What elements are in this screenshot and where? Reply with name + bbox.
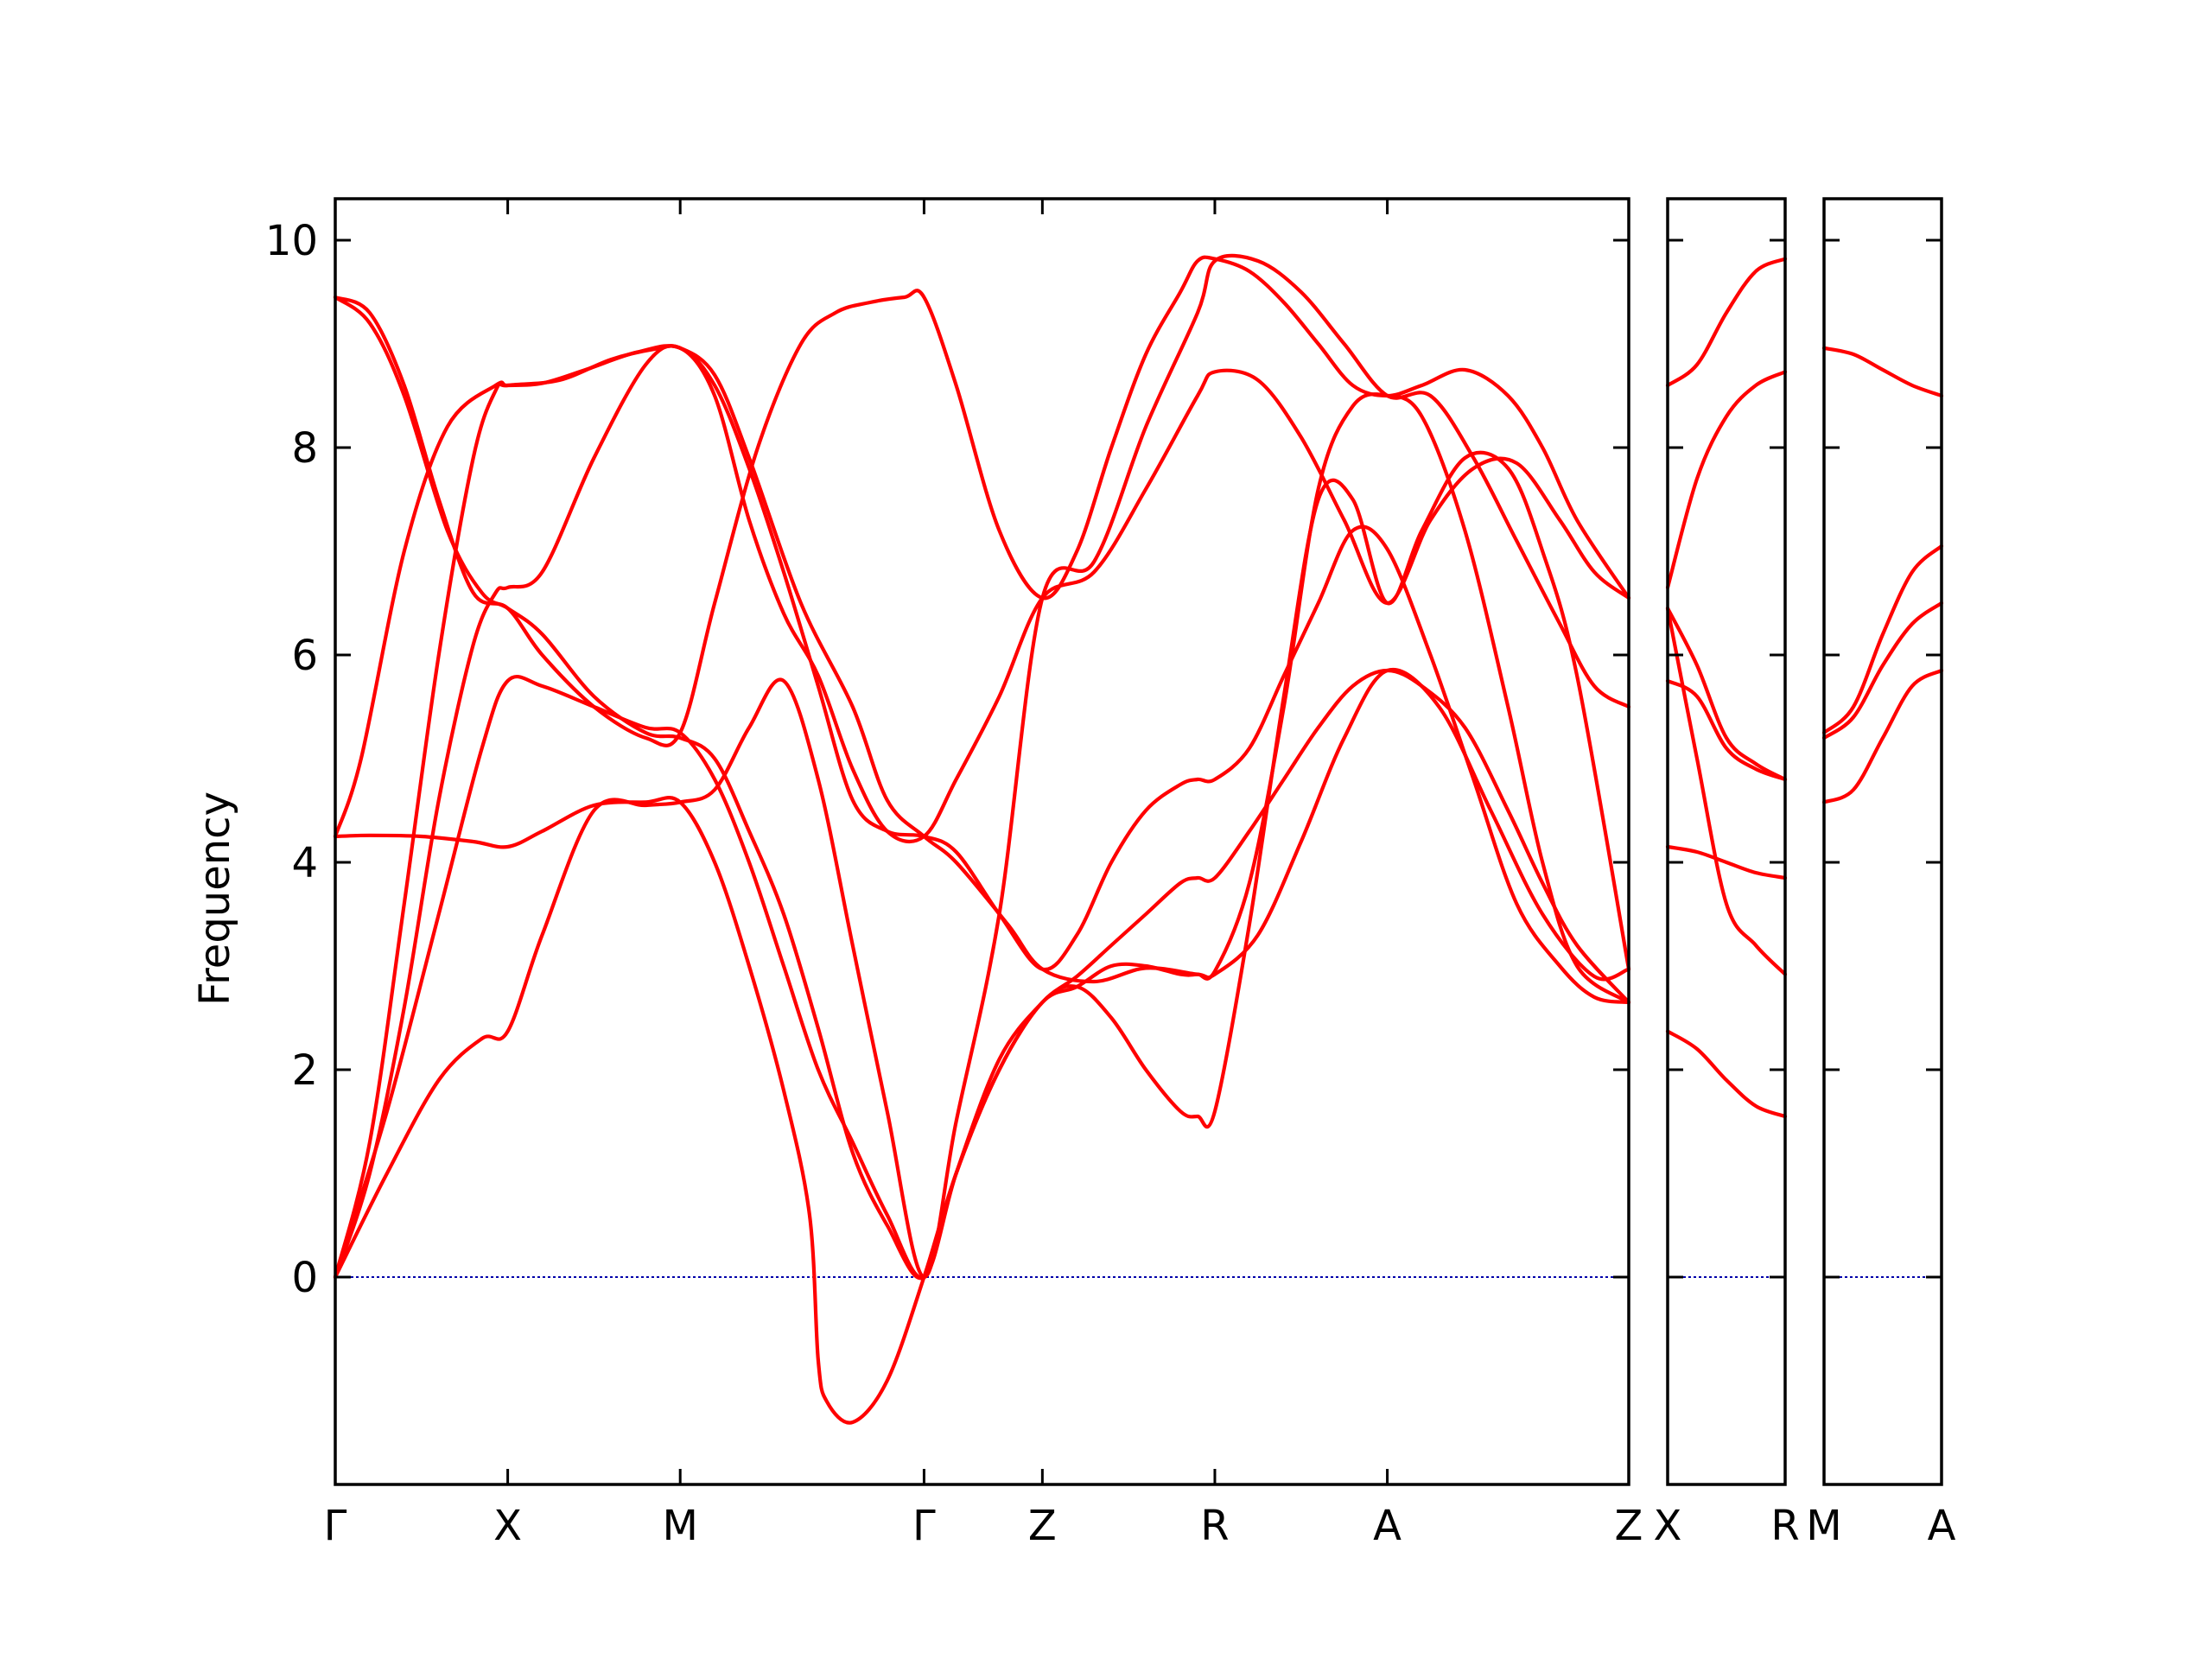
x-tick-label-1-7: A <box>1373 1502 1402 1550</box>
band-line-panel-1-4 <box>333 392 1631 1425</box>
band-line-panel-1-7 <box>333 668 1631 1280</box>
y-tick-label-1: 0 <box>291 1254 318 1302</box>
band-line-panel-2-3 <box>1665 606 1788 782</box>
y-tick-label-6: 10 <box>265 217 318 265</box>
x-tick-label-1-3: M <box>662 1502 697 1550</box>
band-line-panel-1-8 <box>333 255 1631 747</box>
x-tick-label-3-2: A <box>1928 1502 1956 1550</box>
panel-frame-3 <box>1822 197 1943 1486</box>
panel-frame-2 <box>1666 197 1787 1486</box>
x-tick-label-1-4: Γ <box>912 1502 936 1550</box>
band-line-panel-2-7 <box>1665 1029 1788 1119</box>
series-lines <box>333 253 1944 1425</box>
band-line-panel-3-2 <box>1821 543 1944 735</box>
x-tick-label-1-8: Z <box>1615 1502 1643 1550</box>
band-line-panel-2-4 <box>1665 678 1788 782</box>
x-tick-label-1-5: Z <box>1028 1502 1057 1550</box>
y-tick-label-4: 6 <box>291 632 318 680</box>
y-axis-title: Frequency <box>191 791 239 1006</box>
x-tick-label-1-1: Γ <box>324 1502 347 1550</box>
band-line-panel-2-5 <box>1665 606 1788 976</box>
band-line-panel-1-1 <box>333 344 1631 1280</box>
band-line-panel-1-3 <box>333 253 1631 1280</box>
y-tick-label-5: 8 <box>291 424 318 473</box>
y-tick-label-2: 2 <box>291 1046 318 1095</box>
x-tick-label-2-2: R <box>1770 1502 1799 1550</box>
x-tick-label-3-1: M <box>1806 1502 1841 1550</box>
band-line-panel-2-2 <box>1665 370 1788 590</box>
x-tick-label-1-6: R <box>1200 1502 1229 1550</box>
band-line-panel-2-6 <box>1665 844 1788 880</box>
panel-frame-1 <box>334 197 1630 1486</box>
band-line-panel-3-1 <box>1821 346 1944 398</box>
x-tick-label-1-2: X <box>493 1502 522 1550</box>
x-tick-label-2-1: X <box>1654 1502 1682 1550</box>
band-line-panel-1-5 <box>333 344 1631 1005</box>
band-line-panel-3-4 <box>1821 668 1944 804</box>
panel-frames <box>334 197 1943 1486</box>
band-line-panel-1-2 <box>333 344 1631 1280</box>
ticks <box>334 199 1943 1484</box>
band-line-panel-2-1 <box>1665 257 1788 388</box>
band-line-panel-3-3 <box>1821 601 1944 741</box>
y-tick-label-3: 4 <box>291 839 318 887</box>
